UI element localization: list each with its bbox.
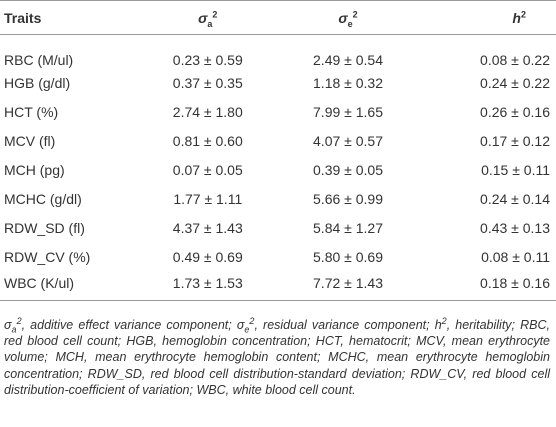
table-row: MCV (fl) 0.81 ± 0.60 4.07 ± 0.57 0.17 ± 0.1…: [0, 126, 556, 155]
estimate: 0.26 ± 0.16: [480, 103, 550, 120]
footnote-text: σ: [236, 317, 245, 332]
trait-table: Traits σa2 σe2 h2 RBC (M/ul) 0.23 ± 0.59 2.49…: [0, 0, 556, 300]
trait-name: RDW_CV (%): [4, 248, 91, 265]
estimate: 7.99 ± 1.65: [313, 103, 383, 120]
footnote-text: , additive effect variance component;: [21, 317, 237, 332]
estimate: 0.08 ± 0.22: [480, 52, 550, 68]
table-row: MCHC (g/dl) 1.77 ± 1.11 5.66 ± 0.99 0.24 ± …: [0, 184, 556, 213]
table-row: WBC (K/ul) 1.73 ± 1.53 7.72 ± 1.43 0.18 ± 0…: [0, 271, 556, 300]
column-header: σe2: [278, 1, 418, 35]
trait-name: WBC (K/ul): [4, 275, 74, 292]
estimate: 1.77 ± 1.11: [173, 190, 243, 207]
estimate: 4.37 ± 1.43: [172, 219, 243, 236]
estimate: 0.15 ± 0.11: [481, 161, 550, 178]
estimate: 0.07 ± 0.05: [172, 161, 243, 178]
estimate: 0.24 ± 0.22: [480, 74, 550, 91]
footnote-text: e: [244, 324, 250, 334]
footnote-text: σ: [4, 317, 12, 332]
footnote-text: , heritability; RBC, red blood cell coun…: [4, 317, 551, 398]
estimate: 5.66 ± 0.99: [313, 190, 383, 207]
footnote-text: 2: [249, 315, 255, 326]
estimate: 0.39 ± 0.05: [313, 161, 383, 178]
estimate: 0.17 ± 0.12: [480, 132, 550, 149]
trait-name: MCHC (g/dl): [4, 190, 82, 207]
estimate: 0.08 ± 0.11: [481, 248, 550, 265]
estimate: 2.74 ± 1.80: [172, 103, 243, 120]
footnote-text: 2: [16, 315, 22, 326]
table-row: RBC (M/ul) 0.23 ± 0.59 2.49 ± 0.54 0.08 ± 0…: [0, 35, 556, 68]
estimate: 7.72 ± 1.43: [313, 275, 383, 292]
estimate: 0.37 ± 0.35: [172, 74, 243, 91]
footnote: σa2, additive effect variance component;…: [4, 315, 551, 399]
footnote-text: , residual variance component;: [254, 317, 435, 332]
trait-name: MCV (fl): [4, 132, 56, 149]
table-row: RDW_CV (%) 0.49 ± 0.69 5.80 ± 0.69 0.08 ± 0…: [0, 242, 556, 271]
header-text: Traits: [4, 9, 42, 26]
header-subscript: a: [207, 18, 213, 29]
footnote-text: 2: [441, 315, 447, 326]
estimate: 1.73 ± 1.53: [172, 275, 243, 292]
column-header: h2: [418, 1, 556, 35]
estimate: 2.49 ± 0.54: [313, 52, 383, 68]
column-header: Traits: [0, 1, 138, 35]
table-body: RBC (M/ul) 0.23 ± 0.59 2.49 ± 0.54 0.08 ± 0…: [0, 35, 556, 300]
header-superscript: 2: [520, 8, 526, 19]
footnote-text: a: [11, 324, 17, 334]
footnote-text: h: [434, 317, 442, 332]
estimate: 0.81 ± 0.60: [172, 132, 243, 149]
header-superscript: 2: [352, 8, 358, 19]
column-header: σa2: [138, 1, 278, 35]
header-row: Traits σa2 σe2 h2: [0, 0, 556, 35]
estimate: 0.49 ± 0.69: [172, 248, 243, 265]
estimate: 4.07 ± 0.57: [313, 132, 383, 149]
estimate: 5.84 ± 1.27: [313, 219, 383, 236]
estimate: 0.24 ± 0.14: [480, 190, 550, 207]
trait-name: HCT (%): [4, 103, 59, 120]
header-symbol: σ: [198, 9, 208, 26]
table-row: RDW_SD (fl) 4.37 ± 1.43 5.84 ± 1.27 0.43 ± …: [0, 213, 556, 242]
header-symbol: h: [512, 9, 521, 26]
header-subscript: e: [347, 18, 353, 29]
estimate: 0.18 ± 0.16: [480, 275, 550, 292]
estimate: 0.23 ± 0.59: [172, 52, 243, 68]
estimate: 1.18 ± 0.32: [313, 74, 383, 91]
table-row: HCT (%) 2.74 ± 1.80 7.99 ± 1.65 0.26 ± 0.16: [0, 97, 556, 126]
trait-name: RDW_SD (fl): [4, 219, 85, 236]
trait-name: RBC (M/ul): [4, 52, 74, 68]
estimate: 5.80 ± 0.69: [313, 248, 383, 265]
estimate: 0.43 ± 0.13: [480, 219, 550, 236]
trait-name: MCH (pg): [4, 161, 65, 178]
table-row: HGB (g/dl) 0.37 ± 0.35 1.18 ± 0.32 0.24 ± 0…: [0, 68, 556, 97]
trait-name: HGB (g/dl): [4, 74, 71, 91]
header-symbol: σ: [338, 9, 348, 26]
table-row: MCH (pg) 0.07 ± 0.05 0.39 ± 0.05 0.15 ± 0.1…: [0, 155, 556, 184]
header-superscript: 2: [212, 8, 218, 19]
